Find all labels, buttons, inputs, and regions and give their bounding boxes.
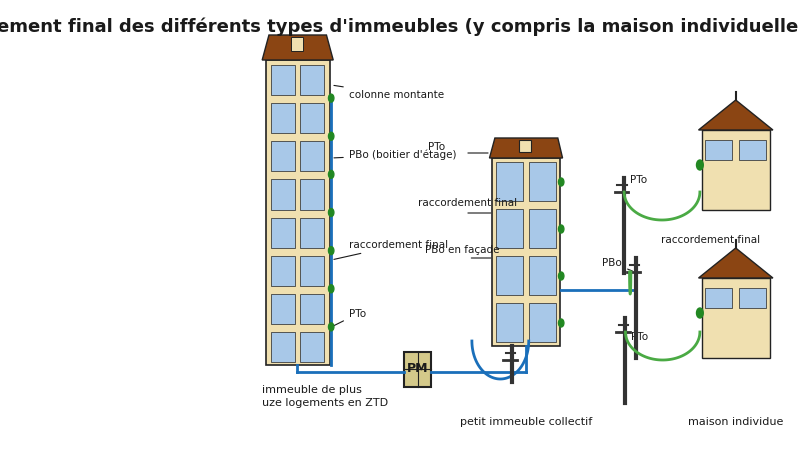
Text: immeuble de plus: immeuble de plus [262, 385, 362, 395]
Text: PBo en façade: PBo en façade [425, 245, 499, 255]
FancyBboxPatch shape [739, 288, 766, 308]
Text: PM: PM [407, 363, 429, 375]
FancyBboxPatch shape [271, 180, 294, 210]
FancyBboxPatch shape [300, 294, 324, 324]
Text: raccordement final: raccordement final [662, 235, 761, 245]
Text: maison individue: maison individue [688, 417, 783, 427]
Text: PTo: PTo [428, 142, 445, 152]
FancyBboxPatch shape [496, 162, 523, 201]
FancyBboxPatch shape [706, 288, 732, 308]
Text: petit immeuble collectif: petit immeuble collectif [460, 417, 592, 427]
Text: PBo (boitier d'étage): PBo (boitier d'étage) [334, 149, 456, 160]
Circle shape [558, 319, 564, 327]
FancyBboxPatch shape [290, 37, 302, 51]
Text: raccordement final: raccordement final [334, 240, 448, 259]
FancyBboxPatch shape [739, 140, 766, 160]
FancyBboxPatch shape [300, 332, 324, 362]
FancyBboxPatch shape [404, 352, 431, 387]
FancyBboxPatch shape [300, 256, 324, 286]
Polygon shape [262, 35, 334, 60]
FancyBboxPatch shape [271, 217, 294, 248]
Polygon shape [698, 100, 773, 130]
Circle shape [697, 160, 703, 170]
FancyBboxPatch shape [300, 103, 324, 133]
Circle shape [329, 247, 334, 255]
Circle shape [329, 208, 334, 216]
FancyBboxPatch shape [300, 217, 324, 248]
Text: PTo: PTo [334, 309, 366, 326]
Circle shape [558, 225, 564, 233]
FancyBboxPatch shape [496, 209, 523, 248]
Circle shape [329, 132, 334, 140]
Text: uze logements en ZTD: uze logements en ZTD [262, 398, 388, 408]
FancyBboxPatch shape [271, 141, 294, 171]
FancyBboxPatch shape [529, 256, 556, 295]
FancyBboxPatch shape [271, 103, 294, 133]
FancyBboxPatch shape [702, 278, 770, 358]
Circle shape [329, 171, 334, 178]
Circle shape [329, 285, 334, 293]
Text: raccordement final des différents types d'immeubles (y compris la maison individ: raccordement final des différents types … [0, 18, 798, 36]
FancyBboxPatch shape [266, 60, 330, 365]
FancyBboxPatch shape [300, 141, 324, 171]
FancyBboxPatch shape [702, 130, 770, 210]
FancyBboxPatch shape [271, 332, 294, 362]
FancyBboxPatch shape [519, 140, 531, 152]
Text: PTo: PTo [631, 332, 648, 342]
Circle shape [558, 272, 564, 280]
Text: PBo: PBo [602, 258, 632, 271]
FancyBboxPatch shape [529, 303, 556, 342]
FancyBboxPatch shape [496, 256, 523, 295]
FancyBboxPatch shape [300, 65, 324, 95]
Text: raccordement final: raccordement final [418, 198, 517, 208]
Text: PTo: PTo [630, 175, 646, 185]
FancyBboxPatch shape [271, 256, 294, 286]
Polygon shape [698, 248, 773, 278]
FancyBboxPatch shape [271, 65, 294, 95]
FancyBboxPatch shape [271, 294, 294, 324]
FancyBboxPatch shape [496, 303, 523, 342]
Circle shape [329, 94, 334, 102]
FancyBboxPatch shape [300, 180, 324, 210]
Circle shape [697, 308, 703, 318]
FancyBboxPatch shape [529, 209, 556, 248]
Polygon shape [490, 138, 562, 158]
Circle shape [329, 323, 334, 331]
Text: colonne montante: colonne montante [334, 86, 444, 100]
FancyBboxPatch shape [529, 162, 556, 201]
FancyBboxPatch shape [492, 158, 560, 346]
Circle shape [558, 178, 564, 186]
FancyBboxPatch shape [706, 140, 732, 160]
